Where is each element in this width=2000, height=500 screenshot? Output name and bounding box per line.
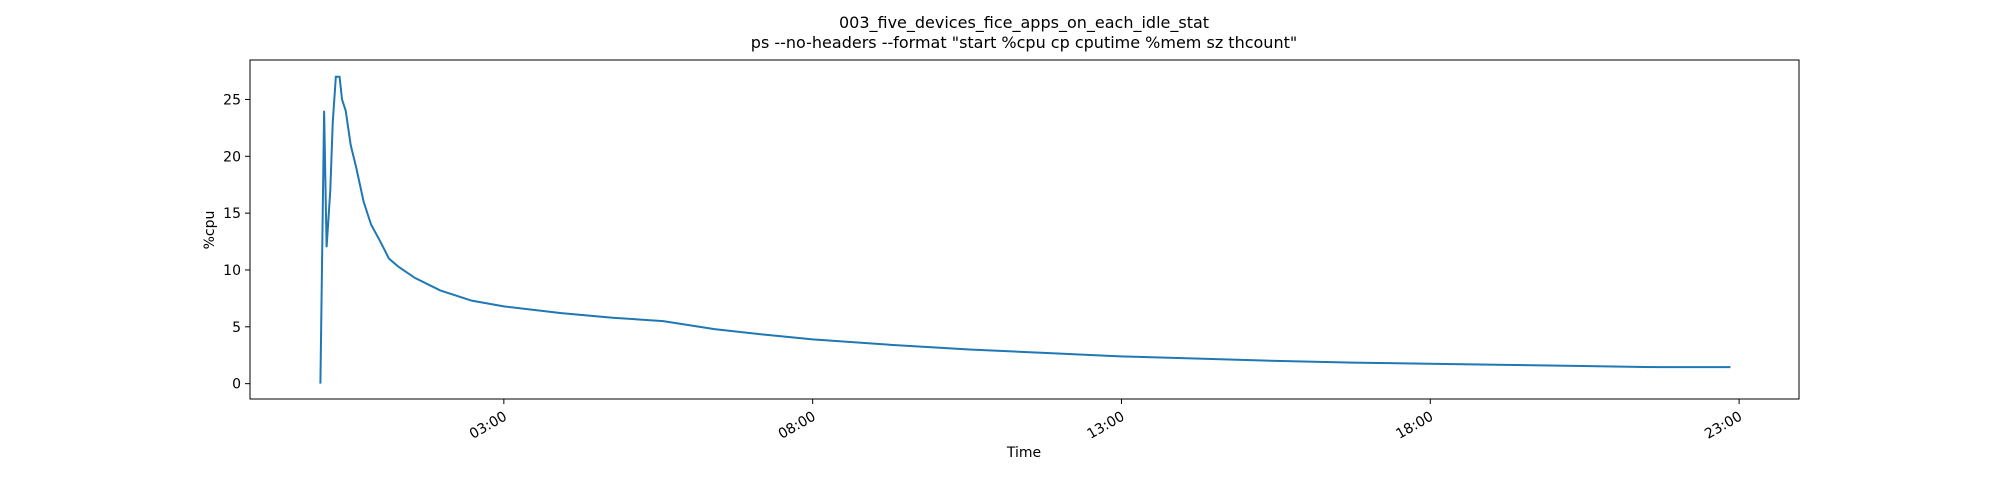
y-tick-label: 20: [223, 149, 241, 165]
y-tick-label: 25: [223, 92, 241, 108]
y-tick-label: 0: [232, 377, 241, 393]
y-tick-label: 10: [223, 263, 241, 279]
y-axis-label: %cpu: [202, 211, 218, 250]
chart-title: 003_five_devices_fice_apps_on_each_idle_…: [839, 13, 1209, 33]
y-tick-label: 5: [232, 320, 241, 336]
x-axis-label: Time: [1006, 445, 1041, 461]
line-series: [319, 75, 1731, 384]
y-tick-label: 15: [223, 206, 241, 222]
chart-subtitle: ps --no-headers --format "start %cpu cp …: [751, 33, 1297, 52]
plot-frame: [249, 59, 1800, 400]
